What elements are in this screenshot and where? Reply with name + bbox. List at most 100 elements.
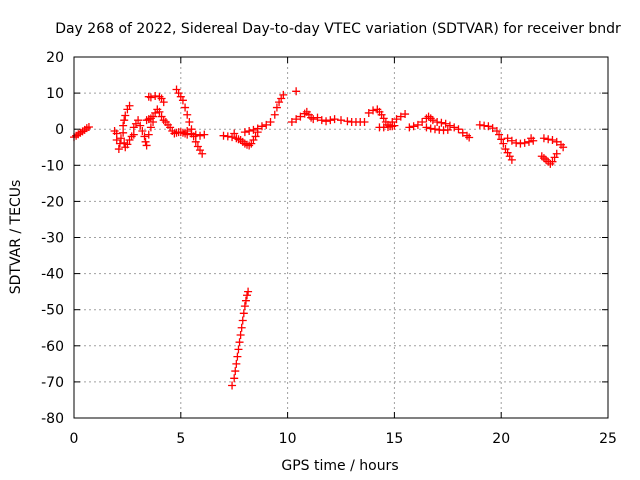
data-point: [159, 98, 168, 107]
data-point: [465, 133, 474, 142]
data-point: [236, 136, 245, 145]
data-point: [279, 90, 288, 99]
data-point: [251, 132, 260, 141]
data-point: [313, 113, 322, 122]
data-point: [392, 115, 401, 124]
data-point: [548, 136, 557, 145]
data-point: [157, 112, 166, 121]
x-axis-label: GPS time / hours: [281, 458, 398, 474]
data-point: [223, 132, 232, 141]
data-point: [364, 108, 373, 117]
data-point: [116, 134, 125, 143]
data-point: [178, 96, 187, 105]
data-point: [159, 116, 168, 125]
data-point: [200, 130, 209, 139]
data-point: [185, 117, 194, 126]
data-point: [388, 117, 397, 126]
data-point: [426, 114, 435, 123]
data-point: [418, 117, 427, 126]
data-point: [503, 134, 512, 143]
data-point: [520, 138, 529, 147]
chart-title: Day 268 of 2022, Sidereal Day-to-day VTE…: [55, 21, 621, 37]
data-point: [507, 155, 516, 164]
data-point: [309, 115, 318, 124]
data-point: [142, 116, 151, 125]
data-point: [155, 92, 164, 101]
data-point: [542, 155, 551, 164]
x-tick-label: 15: [385, 431, 403, 447]
data-point: [123, 105, 132, 114]
data-point: [484, 122, 493, 131]
data-point: [441, 119, 450, 128]
data-point: [243, 291, 252, 300]
data-point: [390, 121, 399, 130]
data-point: [239, 309, 248, 318]
data-point: [443, 125, 452, 134]
data-point: [178, 128, 187, 137]
data-point: [151, 108, 160, 117]
data-point: [383, 123, 392, 132]
y-tick-label: -50: [41, 303, 64, 319]
data-point: [231, 367, 240, 376]
y-tick-label: 20: [46, 50, 64, 66]
data-point: [249, 125, 258, 134]
y-tick-label: -30: [41, 231, 64, 247]
data-point: [232, 359, 241, 368]
data-point: [230, 129, 239, 138]
data-point: [196, 146, 205, 155]
data-series: [70, 85, 568, 390]
data-point: [176, 92, 185, 101]
data-point: [495, 130, 504, 139]
x-tick-label: 20: [492, 431, 510, 447]
data-point: [257, 122, 266, 131]
data-point: [155, 107, 164, 116]
data-point: [454, 125, 463, 134]
data-point: [401, 110, 410, 119]
data-point: [409, 122, 418, 131]
data-point: [181, 103, 190, 112]
data-point: [450, 123, 459, 132]
data-point: [245, 141, 254, 150]
data-point: [174, 89, 183, 98]
data-point: [247, 139, 256, 148]
data-point: [550, 153, 559, 162]
data-point: [552, 137, 561, 146]
data-point: [125, 101, 134, 110]
data-point: [266, 117, 275, 126]
data-point: [144, 92, 153, 101]
data-point: [136, 121, 145, 130]
data-point: [529, 136, 538, 145]
data-point: [146, 93, 155, 102]
data-point: [524, 137, 533, 146]
data-point: [249, 136, 258, 145]
data-point: [234, 345, 243, 354]
data-point: [544, 135, 553, 144]
grid: [74, 57, 608, 418]
data-point: [516, 139, 525, 148]
data-point: [172, 85, 181, 94]
data-point: [360, 117, 369, 126]
y-tick-label: -70: [41, 375, 64, 391]
data-point: [241, 296, 250, 305]
data-point: [505, 152, 514, 161]
data-point: [144, 130, 153, 139]
y-tick-label: -60: [41, 339, 64, 355]
data-point: [138, 127, 147, 136]
y-tick-label: -10: [41, 158, 64, 174]
data-point: [84, 123, 93, 132]
data-point: [539, 134, 548, 143]
data-point: [330, 115, 339, 124]
data-point: [114, 145, 123, 154]
x-tick-label: 10: [279, 431, 297, 447]
data-point: [140, 132, 149, 141]
data-point: [287, 117, 296, 126]
x-tick-label: 5: [176, 431, 185, 447]
data-point: [240, 302, 249, 311]
data-point: [198, 149, 207, 158]
data-point: [127, 132, 136, 141]
data-point: [151, 91, 160, 100]
data-point: [119, 128, 128, 137]
data-point: [379, 114, 388, 123]
data-point: [499, 139, 508, 148]
x-tick-label: 25: [599, 431, 617, 447]
